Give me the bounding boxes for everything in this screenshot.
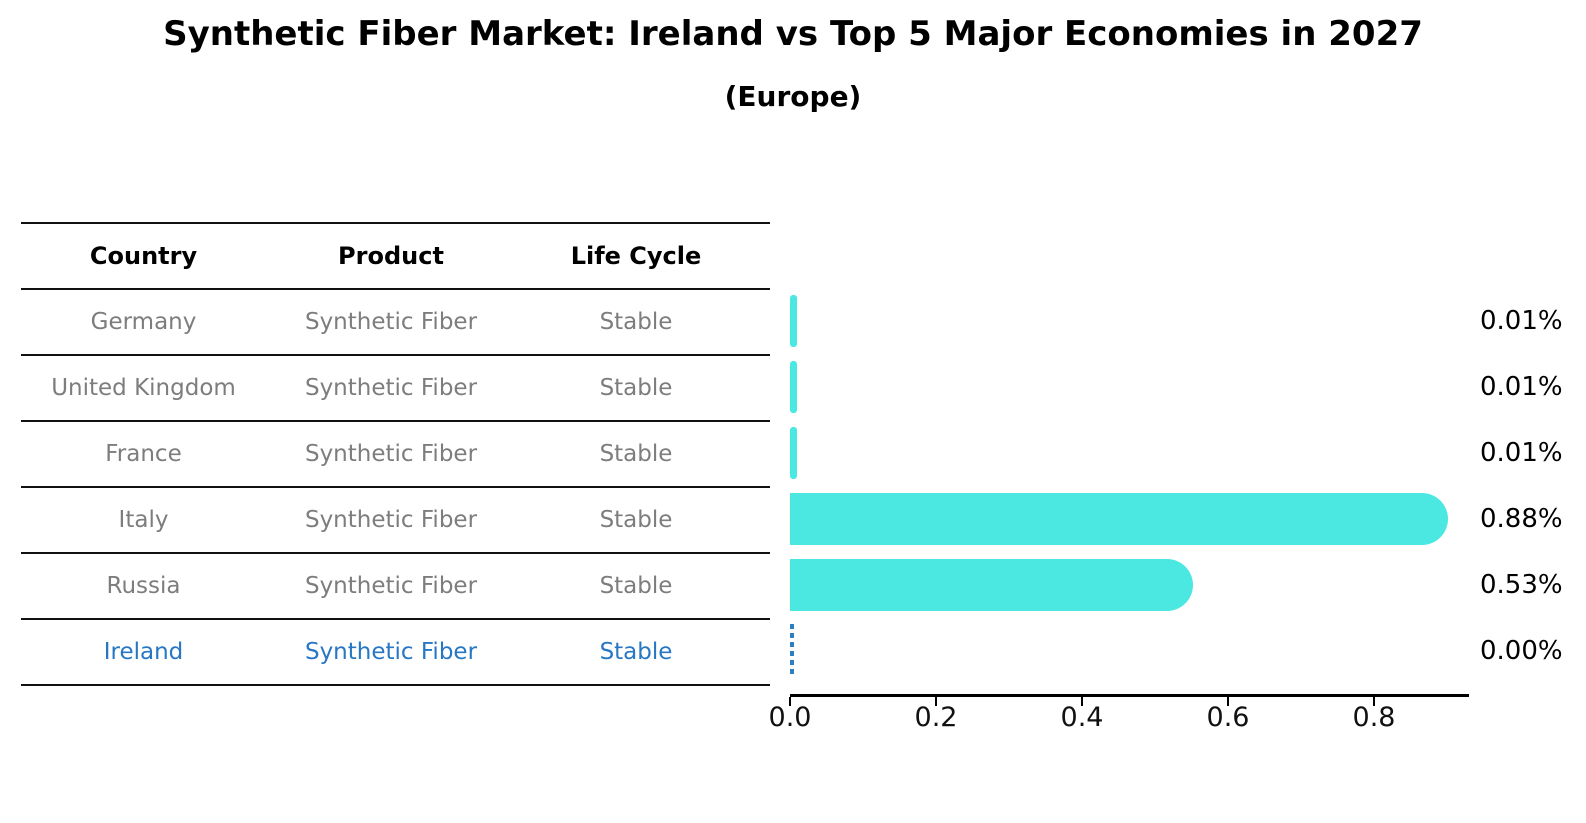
table-row: France Synthetic Fiber Stable xyxy=(21,422,770,488)
product-cell: Synthetic Fiber xyxy=(304,309,478,335)
country-cell: France xyxy=(105,441,182,467)
x-tick xyxy=(789,697,791,706)
bar-italy xyxy=(790,493,1449,545)
product-cell: Synthetic Fiber xyxy=(304,375,478,401)
table-header-row: Country Product Life Cycle xyxy=(21,224,770,290)
bar-france xyxy=(790,427,798,479)
lifecycle-cell: Stable xyxy=(599,309,673,335)
value-label-italy: 0.88% xyxy=(1480,504,1563,534)
value-label-france: 0.01% xyxy=(1480,438,1563,468)
bar-germany xyxy=(790,295,798,347)
value-label-russia: 0.53% xyxy=(1480,570,1563,600)
bar-united-kingdom xyxy=(790,361,798,413)
lifecycle-cell: Stable xyxy=(599,639,673,665)
x-tick-label: 0.0 xyxy=(768,702,812,733)
product-cell: Synthetic Fiber xyxy=(304,507,478,533)
country-cell: United Kingdom xyxy=(51,375,236,401)
x-tick-label: 0.2 xyxy=(914,702,958,733)
country-cell: Italy xyxy=(118,507,169,533)
table-row: Ireland Synthetic Fiber Stable xyxy=(21,620,770,686)
value-label-germany: 0.01% xyxy=(1480,306,1563,336)
table-row: Russia Synthetic Fiber Stable xyxy=(21,554,770,620)
lifecycle-cell: Stable xyxy=(599,375,673,401)
x-tick xyxy=(935,697,937,706)
lifecycle-cell: Stable xyxy=(599,573,673,599)
product-cell: Synthetic Fiber xyxy=(304,639,478,665)
x-tick-label: 0.8 xyxy=(1352,702,1396,733)
value-label-ireland: 0.00% xyxy=(1480,636,1563,666)
x-tick-label: 0.6 xyxy=(1206,702,1250,733)
table-row: United Kingdom Synthetic Fiber Stable xyxy=(21,356,770,422)
column-header-lifecycle: Life Cycle xyxy=(570,242,702,270)
table-row: Germany Synthetic Fiber Stable xyxy=(21,290,770,356)
x-tick xyxy=(1081,697,1083,706)
value-label-united-kingdom: 0.01% xyxy=(1480,372,1563,402)
x-axis xyxy=(790,694,1469,697)
bar-ireland-dashed-marker xyxy=(790,624,794,678)
country-cell: Germany xyxy=(90,309,197,335)
column-header-country: Country xyxy=(89,242,198,270)
lifecycle-cell: Stable xyxy=(599,441,673,467)
table-body: Germany Synthetic Fiber Stable United Kingd… xyxy=(21,290,770,686)
column-header-product: Product xyxy=(338,242,444,270)
x-tick-label: 0.4 xyxy=(1060,702,1104,733)
chart-title: Synthetic Fiber Market: Ireland vs Top 5… xyxy=(163,14,1423,54)
data-table: Country Product Life Cycle Germany Synthe… xyxy=(21,222,770,686)
product-cell: Synthetic Fiber xyxy=(304,441,478,467)
x-tick xyxy=(1373,697,1375,706)
bar-russia xyxy=(790,559,1193,611)
chart-subtitle: (Europe) xyxy=(724,80,862,113)
product-cell: Synthetic Fiber xyxy=(304,573,478,599)
x-tick xyxy=(1227,697,1229,706)
country-cell: Russia xyxy=(106,573,181,599)
lifecycle-cell: Stable xyxy=(599,507,673,533)
table-row: Italy Synthetic Fiber Stable xyxy=(21,488,770,554)
country-cell: Ireland xyxy=(103,639,184,665)
